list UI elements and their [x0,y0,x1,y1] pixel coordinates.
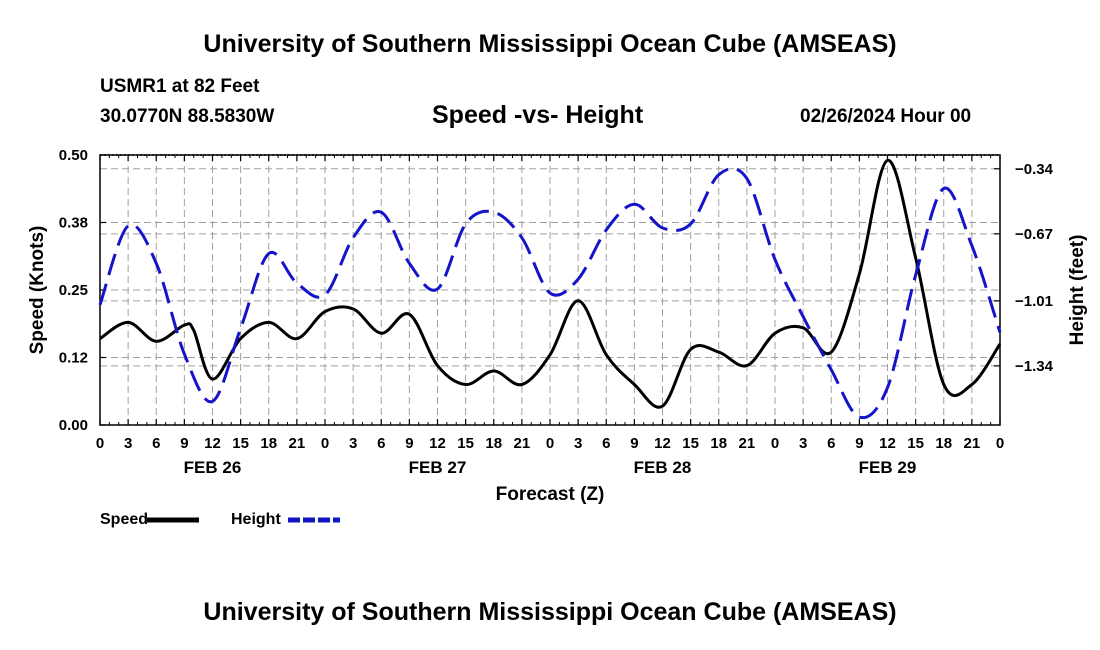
x-day-label: FEB 28 [634,458,692,477]
x-tick-label: 0 [321,435,329,452]
footer-title: University of Southern Mississippi Ocean… [203,598,897,626]
x-tick-label: 0 [771,435,779,452]
x-tick-label: 3 [799,435,807,452]
y2-tick-label: −1.34 [1015,358,1054,375]
x-tick-label: 0 [546,435,554,452]
x-tick-label: 18 [485,435,502,452]
x-tick-label: 15 [682,435,699,452]
x-tick-label: 6 [602,435,610,452]
x-tick-label: 15 [232,435,249,452]
x-tick-label: 9 [180,435,188,452]
x-tick-label: 18 [260,435,277,452]
y2-tick-label: −0.67 [1015,226,1053,243]
y-tick-label: 0.00 [59,417,88,434]
x-tick-label: 6 [827,435,835,452]
x-tick-label: 3 [574,435,582,452]
x-tick-label: 3 [349,435,357,452]
y-tick-label: 0.12 [59,350,88,367]
x-day-label: FEB 26 [184,458,242,477]
y2-tick-label: −1.01 [1015,293,1053,310]
x-tick-label: 0 [996,435,1004,452]
x-tick-label: 12 [429,435,446,452]
y-tick-label: 0.25 [59,282,88,299]
forecast-timestamp: 02/26/2024 Hour 00 [800,106,972,127]
chart-title: University of Southern Mississippi Ocean… [203,30,897,58]
station-label: USMR1 at 82 Feet [100,76,260,97]
x-tick-label: 9 [855,435,863,452]
x-tick-label: 21 [739,435,756,452]
x-tick-label: 21 [964,435,981,452]
x-tick-label: 12 [879,435,896,452]
x-tick-label: 6 [152,435,160,452]
x-tick-label: 3 [124,435,132,452]
y-axis-label: Speed (Knots) [27,226,48,355]
x-day-label: FEB 29 [859,458,917,477]
x-tick-label: 0 [96,435,104,452]
x-tick-label: 12 [204,435,221,452]
x-tick-label: 21 [289,435,306,452]
x-tick-label: 9 [630,435,638,452]
x-axis-label: Forecast (Z) [496,484,605,505]
x-tick-label: 15 [457,435,474,452]
coordinates-label: 30.0770N 88.5830W [100,106,275,127]
y2-tick-label: −0.34 [1015,161,1054,178]
y-tick-label: 0.50 [59,147,88,164]
x-tick-label: 15 [907,435,924,452]
series-line-height [98,167,1002,420]
x-tick-label: 6 [377,435,385,452]
chart-subtitle: Speed -vs- Height [432,101,644,129]
x-tick-label: 21 [514,435,531,452]
x-tick-label: 18 [710,435,727,452]
y-tick-label: 0.38 [59,215,88,232]
x-tick-label: 12 [654,435,671,452]
x-tick-label: 9 [405,435,413,452]
x-tick-label: 18 [935,435,952,452]
legend-label: Speed [100,511,148,528]
y2-axis-label: Height (feet) [1067,235,1088,346]
x-day-label: FEB 27 [409,458,467,477]
legend-label: Height [231,511,281,528]
